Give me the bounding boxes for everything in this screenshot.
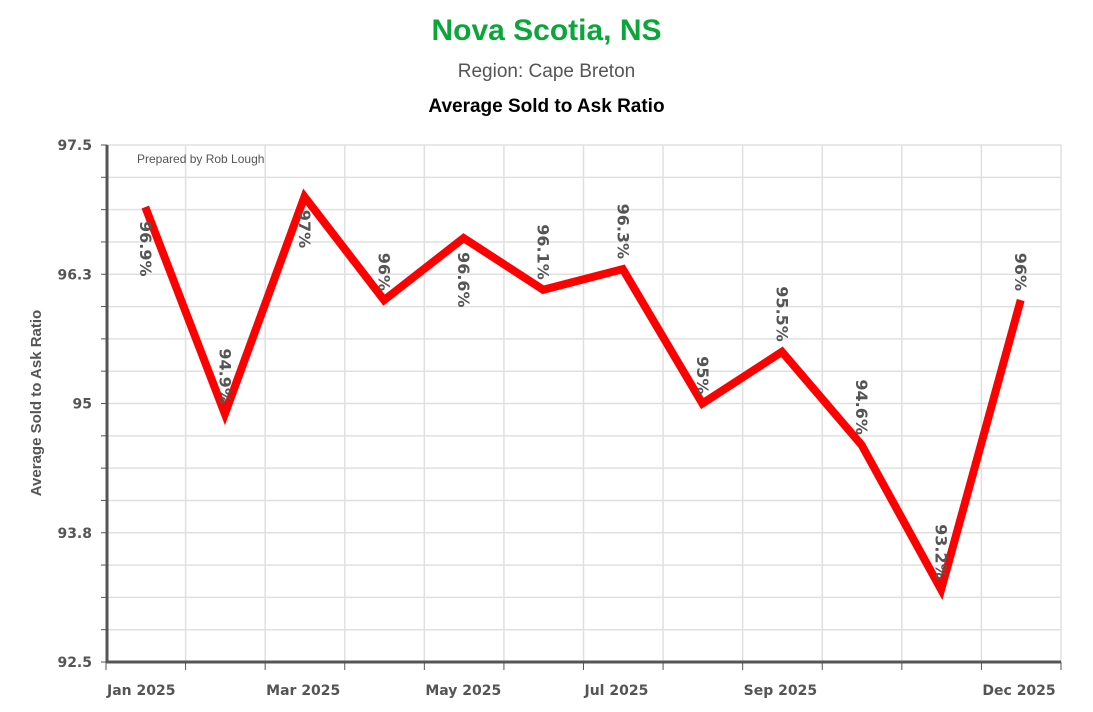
data-label: 96.1% xyxy=(534,224,553,280)
axes: 97.5 96.3 95 93.8 92.5 Jan 2025 Mar 2025 May 20… xyxy=(57,138,1062,699)
y-tick-label: 92.5 xyxy=(57,655,92,671)
y-axis-label: Average Sold to Ask Ratio xyxy=(28,310,45,496)
x-tick-label: Mar 2025 xyxy=(266,683,340,699)
data-label: 94.9% xyxy=(215,348,234,404)
y-tick-label: 95 xyxy=(73,397,92,413)
x-tick-label: Jan 2025 xyxy=(106,683,175,699)
y-tick-label: 97.5 xyxy=(57,138,92,154)
data-label: 95% xyxy=(693,356,712,394)
series-line xyxy=(141,188,1025,601)
chart-subtitle: Region: Cape Breton xyxy=(457,61,636,82)
x-tick-label: Jul 2025 xyxy=(584,683,649,699)
prepared-by-annotation: Prepared by Rob Lough xyxy=(137,152,264,166)
series: 96.9% 94.9% 97% 96% 96.6% 96.1% 96.3% 95% 95.5% 9… xyxy=(136,188,1030,601)
data-label: 96% xyxy=(375,253,394,291)
chart-title: Nova Scotia, NS xyxy=(431,14,662,47)
chart-heading: Average Sold to Ask Ratio xyxy=(428,96,665,117)
data-label: 96.6% xyxy=(454,252,473,308)
x-tick-label: Dec 2025 xyxy=(982,683,1055,699)
data-label: 93.2% xyxy=(932,524,951,580)
y-tick-label: 93.8 xyxy=(57,526,92,542)
data-label: 94.6% xyxy=(852,379,871,435)
data-label: 96.3% xyxy=(613,204,632,260)
x-tick-label: May 2025 xyxy=(425,683,501,699)
data-label: 97% xyxy=(295,210,314,248)
data-label: 95.5% xyxy=(772,286,791,342)
grid xyxy=(107,144,1062,663)
y-tick-label: 96.3 xyxy=(57,267,92,283)
data-label: 96% xyxy=(1011,253,1030,291)
x-tick-label: Sep 2025 xyxy=(744,683,817,699)
data-label: 96.9% xyxy=(136,221,155,277)
